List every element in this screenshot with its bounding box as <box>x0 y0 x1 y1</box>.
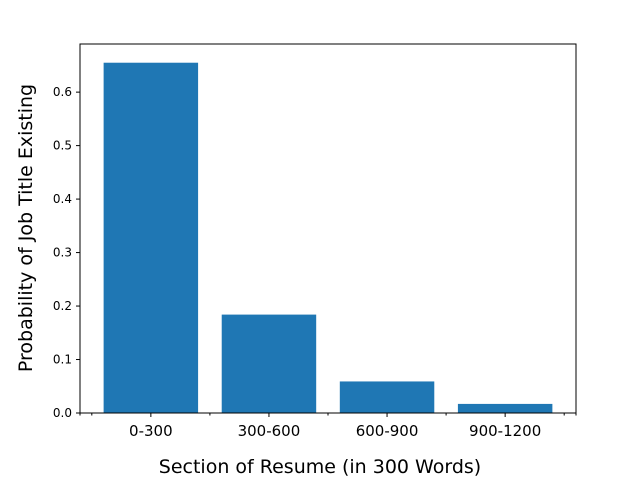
y-tick-label: 0.5 <box>53 139 72 153</box>
y-tick-label: 0.0 <box>53 406 72 420</box>
bar-600-900 <box>339 381 435 413</box>
x-tick-label: 0-300 <box>129 422 173 440</box>
y-axis-label: Probability of Job Title Existing <box>15 84 37 372</box>
x-axis-label: Section of Resume (in 300 Words) <box>159 456 481 478</box>
x-tick-label: 900-1200 <box>469 422 541 440</box>
y-tick-label: 0.4 <box>53 192 72 206</box>
y-tick-label: 0.2 <box>53 299 72 313</box>
y-axis: 0.0 0.1 0.2 0.3 0.4 0.5 0.6 <box>53 85 80 420</box>
bar-0-300 <box>103 62 199 413</box>
y-tick-label: 0.3 <box>53 246 72 260</box>
y-tick-label: 0.1 <box>53 353 72 367</box>
y-tick-label: 0.6 <box>53 85 72 99</box>
bars-layer <box>103 62 553 413</box>
bar-900-1200 <box>457 403 553 413</box>
x-tick-label: 300-600 <box>238 422 301 440</box>
x-tick-label: 600-900 <box>356 422 419 440</box>
x-axis: 0-300 300-600 600-900 900-1200 <box>79 413 577 440</box>
bar-300-600 <box>221 314 317 413</box>
